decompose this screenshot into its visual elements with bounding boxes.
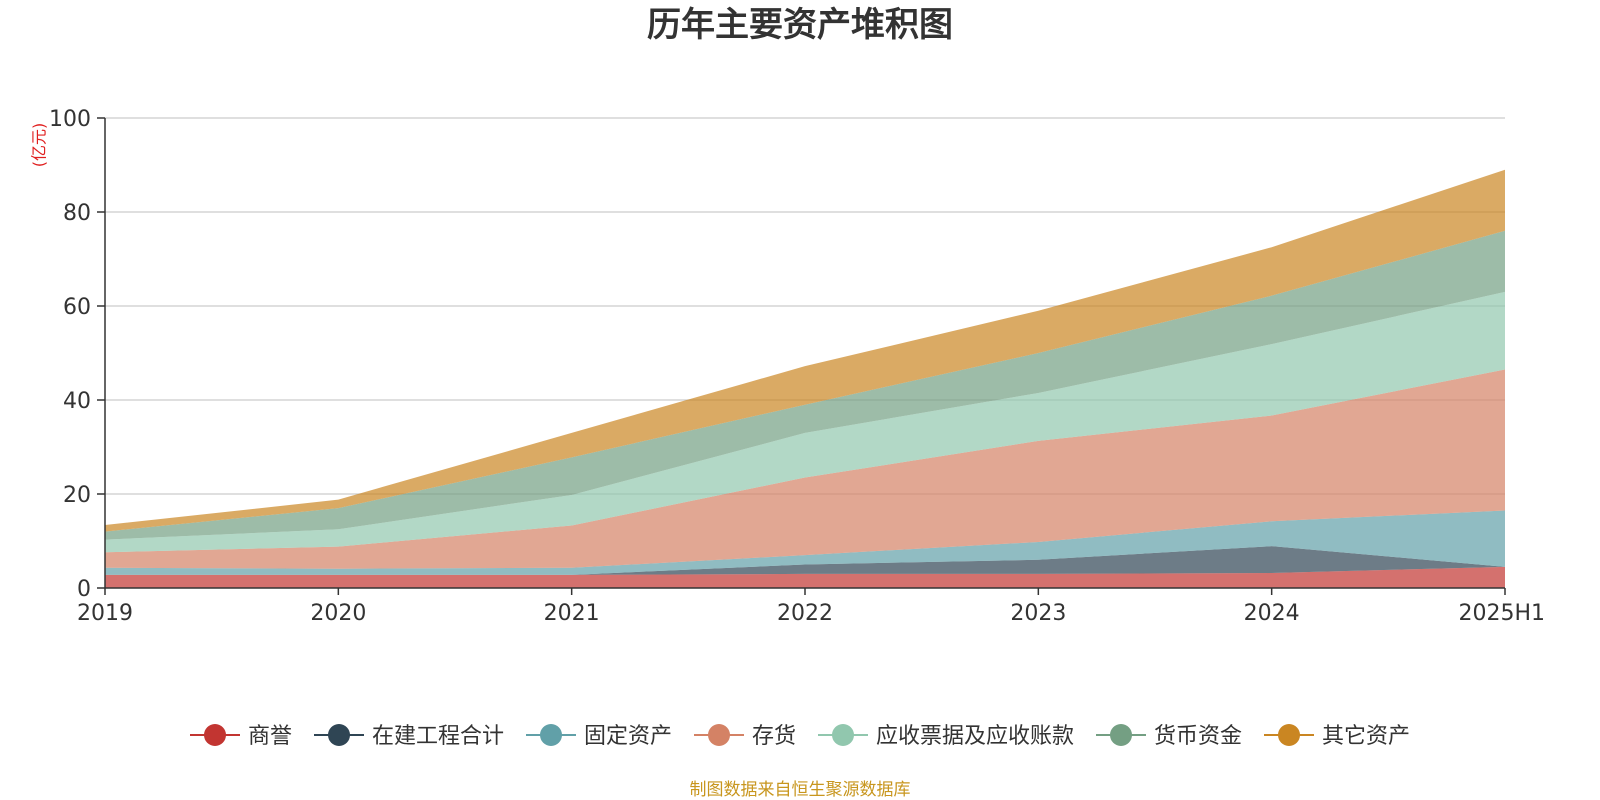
legend-label: 在建工程合计 xyxy=(372,724,504,749)
legend-label: 固定资产 xyxy=(584,724,672,749)
x-tick-label: 2023 xyxy=(1010,601,1066,626)
y-tick-label: 60 xyxy=(63,295,91,320)
legend-item-4[interactable]: 应收票据及应收账款 xyxy=(818,724,1074,749)
legend-item-0[interactable]: 商誉 xyxy=(190,724,292,749)
area-series-1 xyxy=(105,546,1505,575)
legend-label: 货币资金 xyxy=(1154,724,1242,749)
source-note: 制图数据来自恒生聚源数据库 xyxy=(690,780,911,800)
y-tick-label: 40 xyxy=(63,389,91,414)
series-areas xyxy=(105,169,1505,588)
legend-item-6[interactable]: 其它资产 xyxy=(1264,724,1410,749)
area-series-3 xyxy=(105,369,1505,569)
legend-item-2[interactable]: 固定资产 xyxy=(526,724,672,749)
legend-label: 商誉 xyxy=(248,724,292,749)
y-tick-label: 100 xyxy=(49,107,91,132)
legend-label: 其它资产 xyxy=(1322,724,1410,749)
legend-item-3[interactable]: 存货 xyxy=(694,724,796,749)
legend-label: 应收票据及应收账款 xyxy=(876,724,1074,749)
y-axis-unit-label: (亿元) xyxy=(30,123,49,168)
legend-item-5[interactable]: 货币资金 xyxy=(1096,724,1242,749)
area-series-0 xyxy=(105,566,1505,588)
y-tick-label: 0 xyxy=(77,577,91,602)
x-tick-label: 2022 xyxy=(777,601,833,626)
y-tick-label: 80 xyxy=(63,201,91,226)
area-series-2 xyxy=(105,510,1505,575)
x-tick-label: 2020 xyxy=(310,601,366,626)
legend-circle-icon xyxy=(204,724,226,746)
legend-item-1[interactable]: 在建工程合计 xyxy=(314,724,504,749)
legend-circle-icon xyxy=(328,724,350,746)
y-tick-label: 20 xyxy=(63,483,91,508)
x-tick-label: 2024 xyxy=(1244,601,1300,626)
x-tick-label: 2021 xyxy=(544,601,600,626)
legend-circle-icon xyxy=(832,724,854,746)
axes: 0 20 40 60 80 100 2019 2020 2021 2022 2023 2024 2025… xyxy=(49,107,1545,626)
x-tick-label: 2025H1 xyxy=(1458,601,1545,626)
legend-circle-icon xyxy=(1278,724,1300,746)
legend: 商誉 在建工程合计 固定资产 存货 应收票据及应收账款 货币资金 其它资产 xyxy=(190,724,1410,749)
legend-circle-icon xyxy=(1110,724,1132,746)
x-tick-label: 2019 xyxy=(77,601,133,626)
legend-label: 存货 xyxy=(752,724,796,749)
chart-title: 历年主要资产堆积图 xyxy=(647,5,953,45)
legend-circle-icon xyxy=(708,724,730,746)
legend-circle-icon xyxy=(540,724,562,746)
